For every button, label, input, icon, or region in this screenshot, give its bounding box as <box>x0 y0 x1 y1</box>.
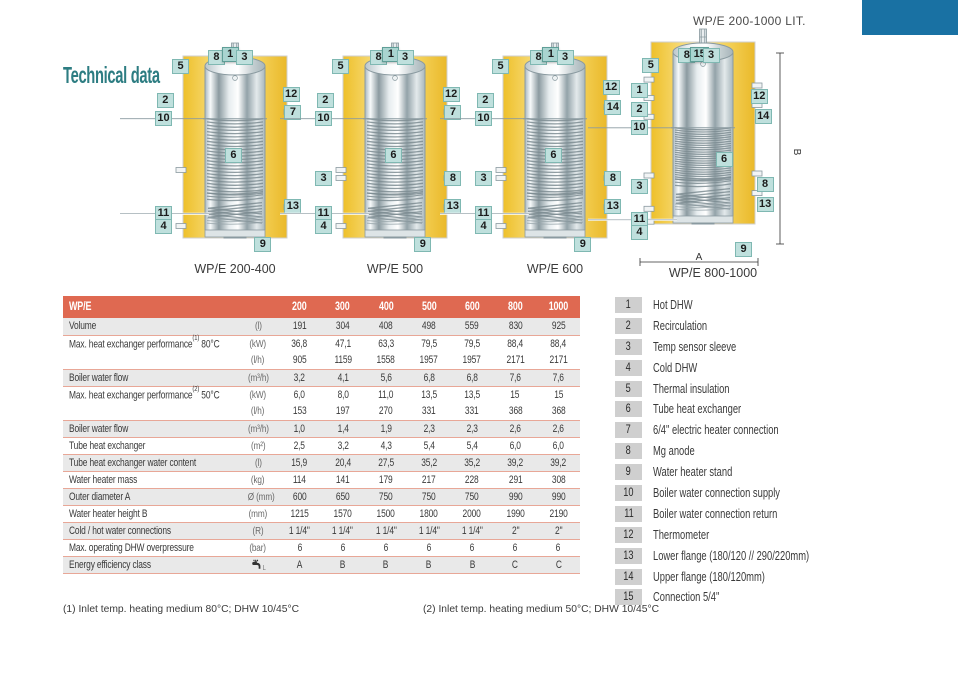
svg-text:B: B <box>791 149 802 156</box>
svg-text:A: A <box>696 252 703 263</box>
